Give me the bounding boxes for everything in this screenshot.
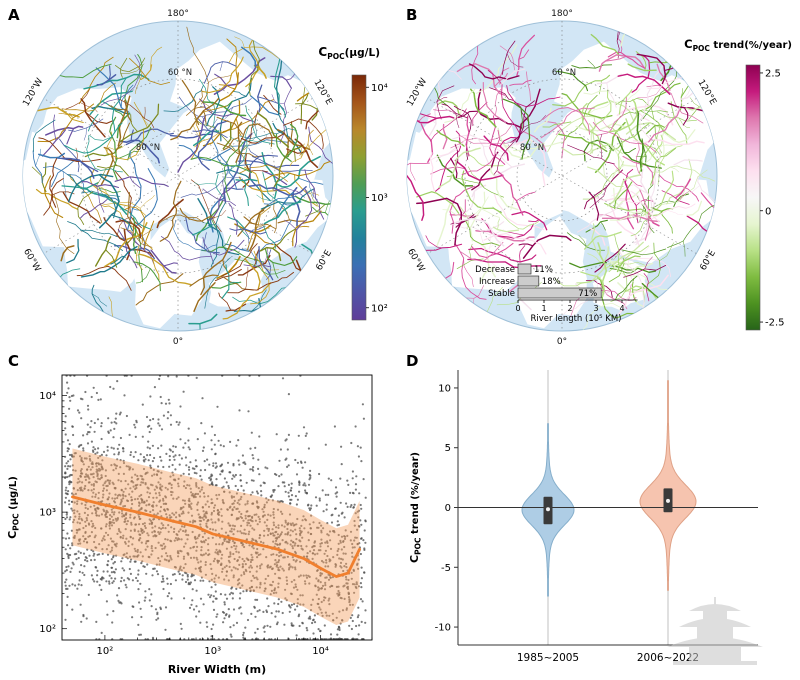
inset-bar-xtick: 0 bbox=[515, 304, 520, 313]
colorbar-title: CPOC(µg/L) bbox=[318, 45, 380, 61]
latitude-label-80n: 80 °N bbox=[136, 143, 160, 153]
y-tick-label: 10² bbox=[39, 624, 56, 635]
violin-median-dot bbox=[546, 507, 550, 512]
latitude-label-60n: 60 °N bbox=[552, 68, 576, 78]
inset-bar-xtick: 1 bbox=[541, 304, 546, 313]
y-tick-label: -10 bbox=[435, 623, 451, 634]
meridian-label-60w: 60°W bbox=[405, 247, 426, 274]
meridian-label-60e: 60°E bbox=[315, 248, 335, 272]
inset-bar-value-label: 71% bbox=[578, 289, 597, 299]
y-tick-label: 0 bbox=[445, 503, 451, 514]
meridian-label-0: 0° bbox=[173, 337, 183, 347]
meridian-label-0: 0° bbox=[557, 337, 567, 347]
inset-bar bbox=[517, 275, 540, 287]
violin-median-dot bbox=[666, 498, 670, 503]
x-tick-label: 10² bbox=[97, 646, 114, 657]
scatter-median-line bbox=[71, 495, 361, 578]
violin-salmon bbox=[639, 380, 697, 591]
colorbar-tick-label: 10² bbox=[371, 303, 388, 314]
colorbar-tick-label: 0 bbox=[765, 206, 771, 217]
x-tick-label: 1985~2005 bbox=[517, 652, 579, 664]
meridian-label-60w: 60°W bbox=[21, 247, 42, 274]
inset-bar-category-label: Increase bbox=[479, 277, 515, 287]
y-tick-label: -5 bbox=[441, 563, 451, 574]
colorbar-tick-label: 10⁴ bbox=[371, 83, 388, 94]
colorbar-tick-label: 2.5 bbox=[765, 68, 781, 79]
watermark-pagoda-logo bbox=[667, 597, 763, 665]
colorbar-tick-label: -2.5 bbox=[765, 318, 785, 329]
colorbar-title: CPOC trend(%/year) bbox=[684, 37, 792, 53]
y-tick-label: 10³ bbox=[39, 508, 56, 519]
inset-bar-category-label: Decrease bbox=[475, 265, 515, 275]
graticule bbox=[427, 21, 697, 331]
colorbar bbox=[351, 74, 367, 321]
inset-bar-xtick: 2 bbox=[567, 304, 572, 313]
colorbar bbox=[745, 64, 761, 331]
river-network bbox=[23, 26, 333, 331]
colorbar-tick-label: 10³ bbox=[371, 193, 388, 204]
latitude-label-80n: 80 °N bbox=[520, 143, 544, 153]
graticule bbox=[43, 21, 313, 331]
inset-bar-xtick: 3 bbox=[593, 304, 598, 313]
inset-bar-chart: Decrease 11% Increase 18% Stable 71% 0 1 2 3 4Rive… bbox=[475, 263, 638, 324]
inset-bar-xlabel: River length (10⁵ KM) bbox=[531, 314, 622, 324]
panel-c-label: C bbox=[8, 352, 20, 370]
inset-bar-value-label: 11% bbox=[534, 265, 553, 275]
panel-b-label: B bbox=[406, 6, 418, 24]
inset-bar-category-label: Stable bbox=[488, 289, 515, 299]
meridian-label-180: 180° bbox=[551, 9, 573, 19]
plot-frame bbox=[61, 374, 373, 641]
x-axis-label: River Width (m) bbox=[168, 663, 266, 676]
x-tick-label: 10³ bbox=[204, 646, 221, 657]
x-tick-label: 10⁴ bbox=[312, 646, 329, 657]
inset-bar bbox=[517, 287, 602, 299]
meridian-label-60e: 60°E bbox=[699, 248, 719, 272]
y-tick-label: 10⁴ bbox=[39, 391, 56, 402]
y-tick-label: 5 bbox=[445, 443, 451, 454]
scatter-confidence-band bbox=[72, 448, 360, 625]
inset-bar-xtick: 4 bbox=[619, 304, 624, 313]
panel-d-label: D bbox=[406, 352, 419, 370]
inset-bar bbox=[517, 263, 532, 275]
panel-a-label: A bbox=[8, 6, 20, 24]
latitude-label-60n: 60 °N bbox=[168, 68, 192, 78]
meridian-label-180: 180° bbox=[167, 9, 189, 19]
panel-c-scatter-width-vs-poc: 10² 10³ 10⁴ 10² 10³ 10⁴ River Width (m) CPOC (µ… bbox=[6, 374, 373, 676]
y-axis-label: CPOC trend (%/year) bbox=[408, 452, 423, 563]
y-tick-label: 10 bbox=[438, 383, 451, 394]
river-network bbox=[407, 21, 717, 331]
inset-bar-value-label: 18% bbox=[542, 277, 561, 287]
scatter-points bbox=[64, 375, 367, 640]
y-axis-label: CPOC (µg/L) bbox=[6, 476, 21, 539]
